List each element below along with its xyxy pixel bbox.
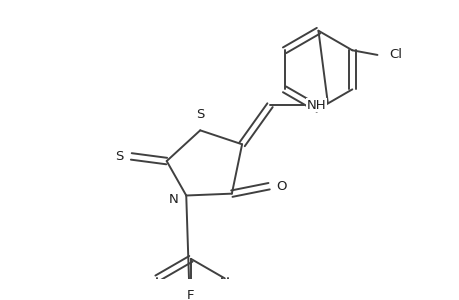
- Text: NH: NH: [306, 99, 326, 112]
- Text: F: F: [187, 289, 194, 300]
- Text: N: N: [168, 193, 179, 206]
- Text: S: S: [115, 150, 123, 163]
- Text: O: O: [276, 180, 286, 193]
- Text: Cl: Cl: [389, 48, 402, 62]
- Text: S: S: [196, 108, 204, 121]
